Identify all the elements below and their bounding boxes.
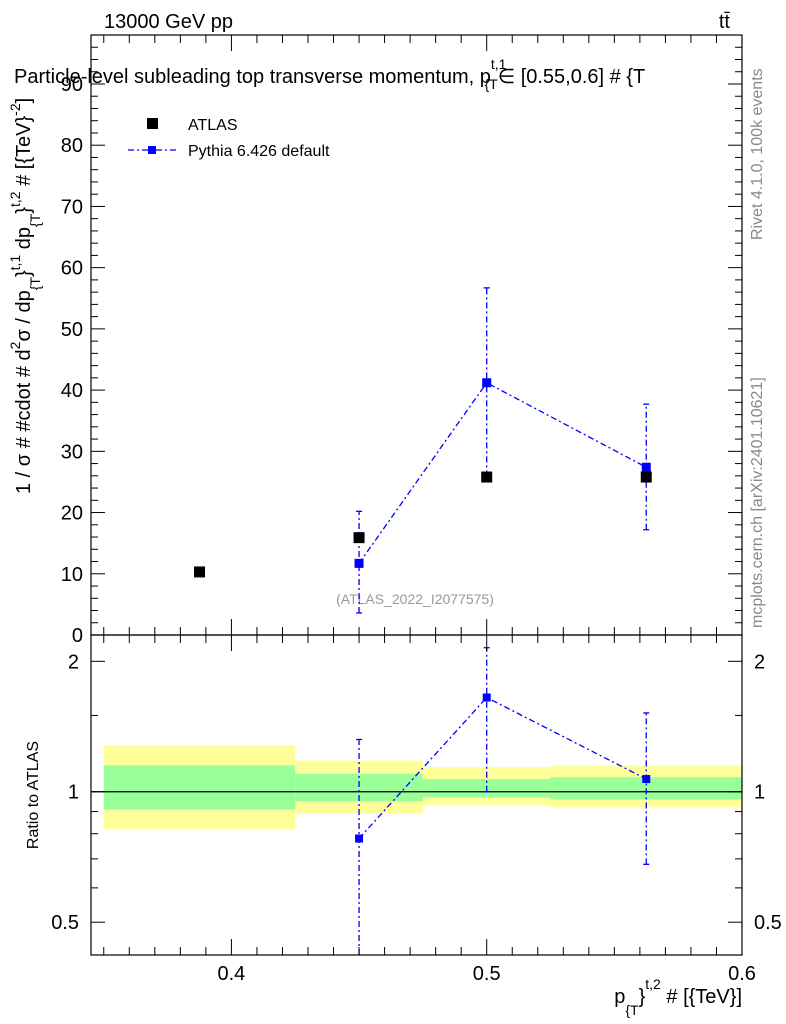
ylabel-part: {T bbox=[27, 277, 43, 291]
main-y-tick-label: 40 bbox=[61, 380, 83, 402]
pythia-line bbox=[358, 381, 647, 564]
ratio-x-tick-label: 0.5 bbox=[473, 963, 501, 985]
ratio-y-tick-label: 1 bbox=[68, 782, 79, 804]
title-main: Particle-level subleading top transverse… bbox=[14, 66, 491, 88]
main-y-zero-label: 0 bbox=[72, 625, 83, 647]
main-y-tick-label: 60 bbox=[61, 258, 83, 280]
main-y-tick-label: 20 bbox=[61, 503, 83, 525]
atlas-point bbox=[481, 471, 493, 483]
ylabel-part: } bbox=[13, 270, 35, 277]
main-y-tick-label: 70 bbox=[61, 196, 83, 218]
ylabel-part: 2 bbox=[7, 341, 23, 349]
ratio-y-tick-label-right: 2 bbox=[754, 651, 765, 673]
atlas-point bbox=[640, 471, 652, 483]
xlabel-part: {T bbox=[625, 1002, 639, 1018]
main-y-axis-label: 1 / σ # #cdot # d2σ / dp{T}t,1 dp{T}t,2 … bbox=[7, 98, 43, 494]
legend-pythia-label: Pythia 6.426 default bbox=[188, 143, 330, 160]
pythia-point bbox=[641, 462, 651, 472]
ylabel-part: -2 bbox=[7, 103, 23, 116]
xlabel-part: p bbox=[614, 986, 625, 1008]
title-sub: {T bbox=[484, 76, 498, 92]
ylabel-part: # [{TeV} bbox=[13, 116, 35, 192]
plot-title: Particle-level subleading top transverse… bbox=[14, 56, 645, 92]
legend-atlas-marker bbox=[147, 118, 158, 129]
ratio-y-tick-label: 0.5 bbox=[51, 912, 79, 934]
atlas-point bbox=[194, 566, 205, 578]
ratio-x-tick-label: 0.4 bbox=[218, 963, 246, 985]
ratio-x-tick-label: 0.6 bbox=[728, 963, 756, 985]
ylabel-part: t,1 bbox=[7, 255, 23, 271]
ratio-frame bbox=[90, 634, 743, 956]
xlabel-part: } bbox=[639, 986, 646, 1008]
ratio-y-tick-label-right: 1 bbox=[754, 782, 765, 804]
main-y-tick-label: 90 bbox=[61, 74, 83, 96]
ratio-pythia-point bbox=[482, 693, 491, 702]
ratio-pythia-line bbox=[358, 696, 647, 839]
ratio-pythia-point bbox=[642, 775, 651, 784]
axes: 10 20 30 40 50 60 70 80 90 0 0.4 0.5 0.6 0.5 0.5 1 1 2 2 bbox=[51, 34, 782, 985]
title-sup: t,1 bbox=[491, 56, 507, 72]
analysis-watermark: (ATLAS_2022_I2077575) bbox=[336, 591, 494, 607]
ylabel-part: {T bbox=[27, 213, 43, 227]
ratio-y-tick-label-right: 0.5 bbox=[754, 912, 782, 934]
xlabel-part: t,2 bbox=[645, 976, 661, 992]
main-y-tick-label: 30 bbox=[61, 441, 83, 463]
ratio-chart-marks bbox=[91, 647, 742, 955]
legend: ATLAS Pythia 6.426 default bbox=[128, 117, 330, 160]
ylabel-part: σ / dp bbox=[13, 290, 35, 341]
title-tail: ∈ [0.55,0.6] # {T bbox=[498, 66, 646, 88]
legend-atlas-label: ATLAS bbox=[188, 117, 238, 134]
ratio-pythia-point bbox=[355, 834, 364, 843]
rivet-label: Rivet 4.1.0, 100k events bbox=[749, 68, 766, 240]
ratio-y-tick-label: 2 bbox=[68, 651, 79, 673]
main-chart-marks bbox=[194, 287, 652, 614]
main-y-tick-label: 50 bbox=[61, 319, 83, 341]
process-label: tt̄ bbox=[719, 11, 731, 33]
x-axis-label: p{T}t,2 # [{TeV}] bbox=[614, 976, 742, 1018]
legend-pythia-marker bbox=[148, 146, 156, 154]
ylabel-part: } bbox=[13, 207, 35, 214]
pythia-point bbox=[482, 378, 492, 388]
atlas-point bbox=[353, 532, 365, 544]
ylabel-part: dp bbox=[13, 227, 35, 255]
energy-label: 13000 GeV pp bbox=[104, 11, 233, 33]
xlabel-part: # [{TeV}] bbox=[661, 986, 742, 1008]
ylabel-part: ] bbox=[13, 98, 35, 104]
mcplots-label: mcplots.cern.ch [arXiv:2401.10621] bbox=[749, 377, 766, 628]
ylabel-part: t,2 bbox=[7, 191, 23, 207]
ylabel-part: 1 / σ # #cdot # d bbox=[13, 349, 35, 494]
ratio-y-axis-label: Ratio to ATLAS bbox=[25, 741, 42, 849]
ratio-band-stat bbox=[103, 765, 296, 810]
pythia-point bbox=[354, 558, 364, 568]
main-y-tick-label: 80 bbox=[61, 135, 83, 157]
main-y-tick-label: 10 bbox=[61, 564, 83, 586]
